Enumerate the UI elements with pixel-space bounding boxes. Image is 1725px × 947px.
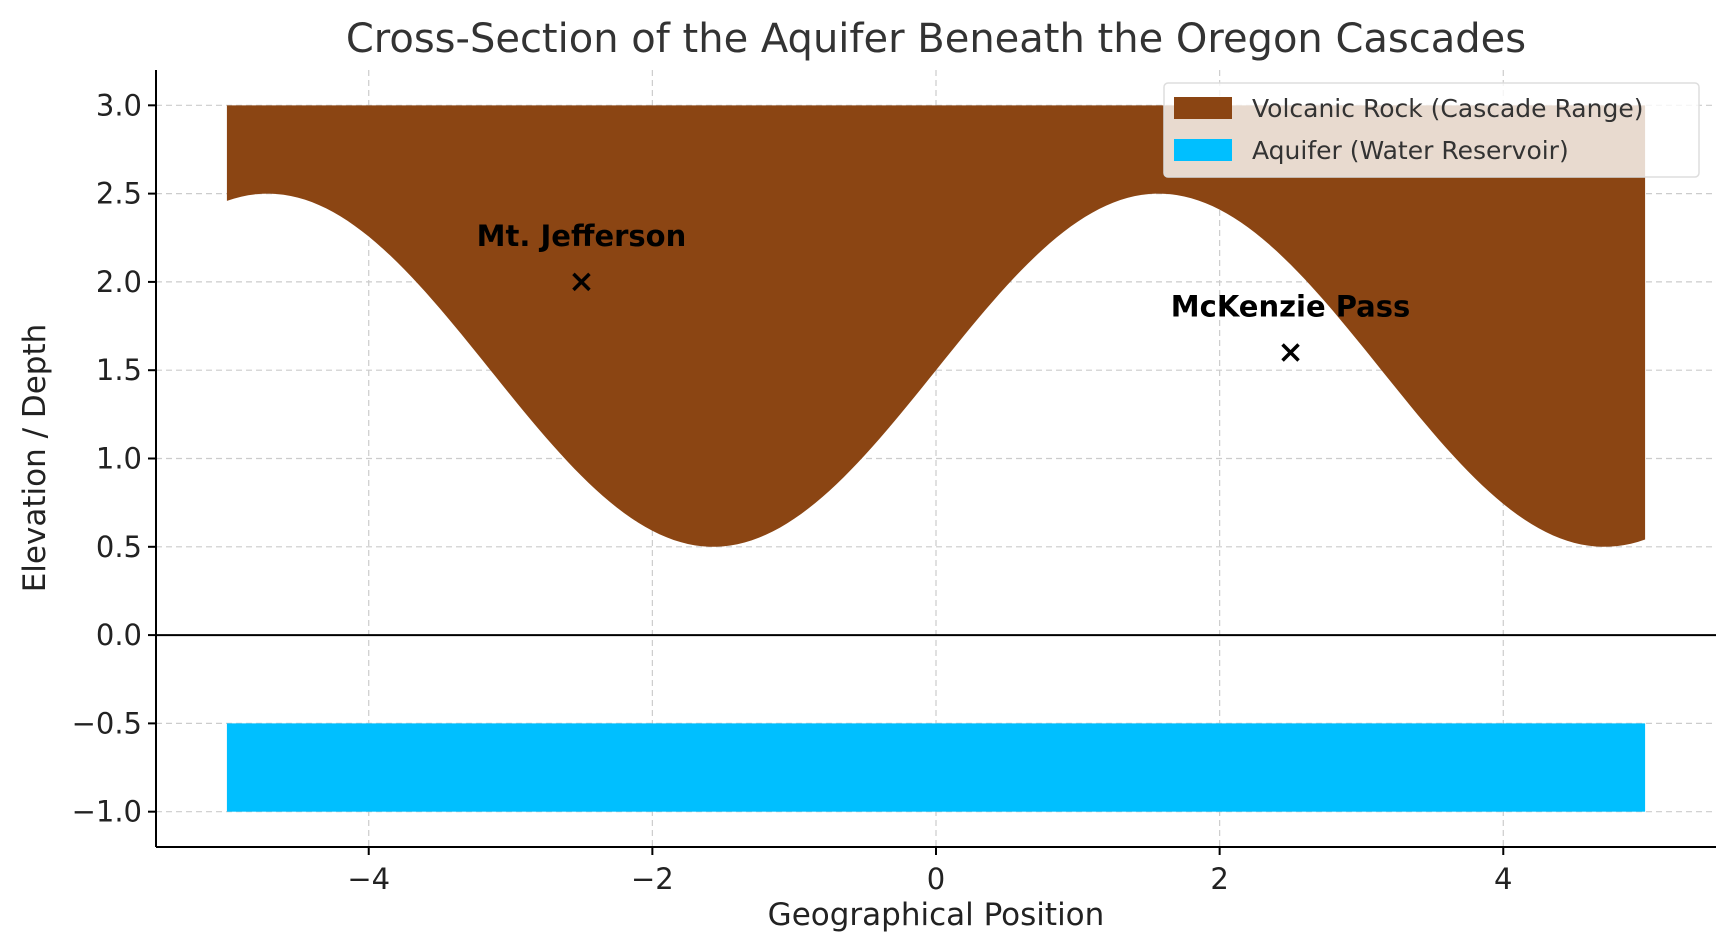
legend-swatch-volcanic-rock <box>1174 97 1232 119</box>
annotation-label: Mt. Jefferson <box>477 219 687 253</box>
aquifer-area <box>226 723 1646 812</box>
y-tick-label: −0.5 <box>72 706 142 740</box>
annotation-layer: Mt. Jefferson McKenzie Pass <box>477 219 1410 362</box>
series-layer <box>156 105 1716 812</box>
annotation-marker <box>1281 343 1300 362</box>
y-tick-label: 2.5 <box>96 177 142 211</box>
x-tick-label: −2 <box>631 862 674 896</box>
y-tick-label: 0.5 <box>96 530 142 564</box>
chart-title: Cross-Section of the Aquifer Beneath the… <box>346 16 1526 62</box>
marker-x-stroke <box>572 272 591 292</box>
legend-label-volcanic-rock: Volcanic Rock (Cascade Range) <box>1252 94 1643 123</box>
annotation-label: McKenzie Pass <box>1171 290 1410 324</box>
annotation-marker <box>572 272 591 292</box>
legend-label-aquifer: Aquifer (Water Reservoir) <box>1252 136 1569 165</box>
x-axis-label: Geographical Position <box>768 897 1105 933</box>
legend-swatch-aquifer <box>1174 139 1232 161</box>
legend-box <box>1163 82 1700 178</box>
y-tick-label: 2.0 <box>96 265 142 299</box>
x-tick-label: 4 <box>1494 862 1512 896</box>
y-tick-label: −1.0 <box>72 795 142 829</box>
y-tick-label: 1.5 <box>96 353 142 387</box>
y-axis-label: Elevation / Depth <box>17 324 53 593</box>
marker-x-stroke <box>1281 343 1300 362</box>
y-tick-label: 3.0 <box>96 88 142 122</box>
legend: Volcanic Rock (Cascade Range) Aquifer (W… <box>1163 82 1700 178</box>
tick-layer: −4 −2 0 2 4 3.0 2.5 2.0 1.5 1.0 0.5 0.0 −0.5 −1.0 <box>72 88 1513 896</box>
volcanic-rock-area <box>226 105 1646 547</box>
y-tick-label: 0.0 <box>96 618 142 652</box>
x-tick-label: −4 <box>347 862 390 896</box>
x-tick-label: 0 <box>927 862 945 896</box>
y-tick-label: 1.0 <box>96 442 142 476</box>
x-tick-label: 2 <box>1210 862 1228 896</box>
